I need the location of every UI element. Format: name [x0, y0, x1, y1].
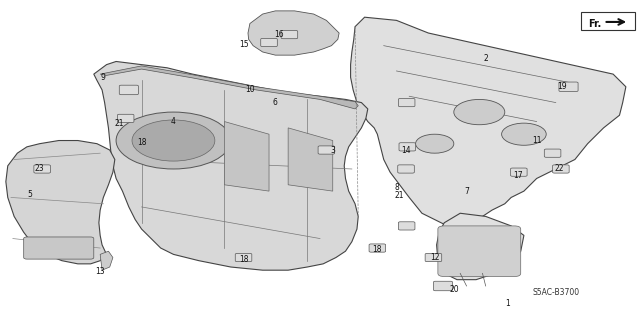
Text: 18: 18: [372, 245, 382, 254]
FancyBboxPatch shape: [398, 222, 415, 230]
Text: 18: 18: [239, 255, 248, 263]
Polygon shape: [100, 66, 358, 109]
FancyBboxPatch shape: [119, 85, 138, 95]
Text: 17: 17: [513, 171, 522, 180]
Text: 11: 11: [532, 136, 541, 145]
Text: 21: 21: [115, 119, 124, 128]
FancyBboxPatch shape: [398, 99, 415, 107]
FancyBboxPatch shape: [117, 114, 134, 122]
Text: 16: 16: [274, 30, 284, 39]
Text: 1: 1: [506, 299, 510, 308]
Text: 10: 10: [245, 85, 255, 94]
FancyBboxPatch shape: [34, 165, 51, 173]
Polygon shape: [94, 62, 368, 270]
Text: 3: 3: [330, 145, 335, 154]
FancyBboxPatch shape: [24, 237, 94, 259]
Polygon shape: [351, 17, 626, 226]
FancyBboxPatch shape: [397, 165, 414, 173]
Polygon shape: [436, 213, 524, 280]
Text: 8: 8: [394, 183, 399, 192]
Circle shape: [502, 123, 546, 145]
Text: 9: 9: [101, 73, 106, 82]
Circle shape: [415, 134, 454, 153]
Text: 19: 19: [557, 82, 567, 91]
FancyBboxPatch shape: [281, 31, 298, 39]
Text: Fr.: Fr.: [588, 19, 601, 28]
Polygon shape: [225, 122, 269, 191]
Text: 6: 6: [273, 98, 278, 107]
FancyBboxPatch shape: [544, 149, 561, 157]
Text: 20: 20: [449, 285, 459, 294]
FancyBboxPatch shape: [318, 146, 335, 154]
Circle shape: [116, 112, 231, 169]
Text: 22: 22: [554, 165, 564, 174]
Text: S5AC-B3700: S5AC-B3700: [532, 288, 579, 297]
FancyBboxPatch shape: [399, 143, 415, 151]
FancyBboxPatch shape: [425, 253, 442, 262]
FancyBboxPatch shape: [369, 244, 386, 252]
FancyBboxPatch shape: [559, 82, 578, 92]
Circle shape: [132, 120, 215, 161]
Text: 14: 14: [401, 145, 411, 154]
Text: 18: 18: [137, 137, 147, 147]
Text: 21: 21: [395, 191, 404, 200]
Polygon shape: [288, 128, 333, 191]
Polygon shape: [6, 141, 115, 264]
Text: 12: 12: [430, 253, 440, 262]
Text: 23: 23: [35, 165, 44, 174]
FancyBboxPatch shape: [511, 168, 527, 176]
Polygon shape: [100, 251, 113, 270]
Text: 5: 5: [28, 190, 33, 199]
FancyBboxPatch shape: [260, 38, 277, 47]
Text: 7: 7: [464, 187, 469, 196]
Text: 2: 2: [483, 54, 488, 63]
FancyBboxPatch shape: [552, 165, 569, 173]
Text: 4: 4: [171, 117, 176, 126]
Text: 13: 13: [95, 267, 105, 276]
Polygon shape: [248, 11, 339, 55]
FancyBboxPatch shape: [236, 253, 252, 262]
Text: 15: 15: [239, 40, 248, 48]
Circle shape: [454, 100, 505, 125]
FancyBboxPatch shape: [438, 226, 521, 277]
FancyBboxPatch shape: [433, 281, 452, 291]
